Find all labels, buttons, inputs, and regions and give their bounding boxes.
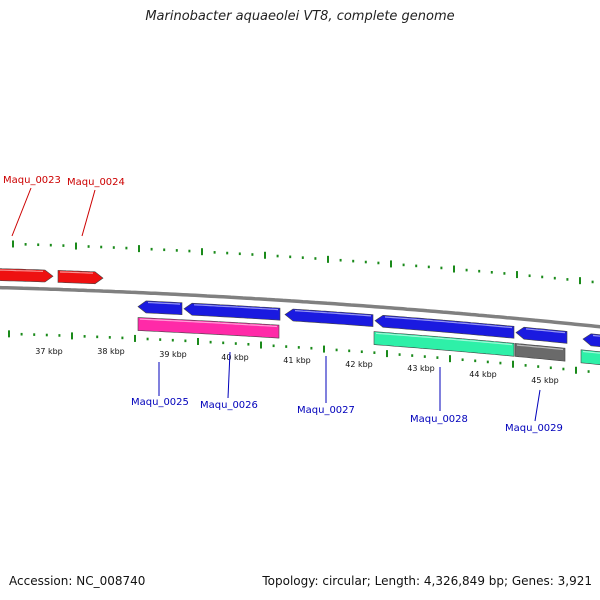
- feature-bar-magenta-highlight: [139, 318, 278, 328]
- gene-label-maqu-0026: Maqu_0026: [200, 400, 258, 411]
- scale-label-2: 38 kbp: [97, 347, 125, 356]
- gene-arrow-maqu-0025: [137, 300, 183, 316]
- map-title: Marinobacter aquaeolei VT8, complete gen…: [145, 9, 455, 24]
- scale-label-4: 40 kbp: [221, 353, 249, 362]
- gene-arrow-maqu-0028-highlight: [384, 316, 513, 329]
- leader-line-maqu-0026: [227, 351, 231, 399]
- leader-line-maqu-0029: [534, 389, 541, 422]
- scale-label-7: 43 kbp: [407, 364, 435, 373]
- gene-label-maqu-0025: Maqu_0025: [131, 397, 189, 408]
- leader-line-maqu-0023: [11, 187, 32, 237]
- scale-label-5: 41 kbp: [283, 356, 311, 365]
- gene-label-maqu-0023: Maqu_0023: [3, 175, 61, 186]
- accession-text: Accession: NC_008740: [9, 574, 146, 588]
- gene-label-maqu-0027: Maqu_0027: [297, 405, 355, 416]
- gene-arrow-maqu-0029-highlight: [525, 328, 566, 334]
- gene-arrow-maqu-0024: [57, 270, 104, 285]
- gene-arrow-maqu-0027: [284, 308, 374, 327]
- leader-line-maqu-0024: [81, 189, 96, 237]
- genome-summary-text: Topology: circular; Length: 4,326,849 bp…: [262, 574, 592, 588]
- gene-arrow-maqu-0026: [183, 302, 281, 321]
- gene-arrow-partial-highlight: [592, 334, 600, 337]
- gene-arrow-maqu-0029: [515, 326, 568, 344]
- gene-label-maqu-0024: Maqu_0024: [67, 177, 125, 188]
- genome-backbone: [0, 285, 600, 329]
- feature-bar-grey-highlight: [516, 344, 564, 351]
- gene-arrow-maqu-0023-highlight: [0, 269, 44, 272]
- gene-arrow-maqu-0025-highlight: [147, 301, 181, 305]
- gene-arrow-maqu-0028: [374, 314, 515, 339]
- gene-label-maqu-0028: Maqu_0028: [410, 414, 468, 425]
- feature-bar-teal-highlight: [375, 332, 513, 346]
- scale-label-3: 39 kbp: [159, 350, 187, 359]
- scale-label-1: 37 kbp: [35, 347, 63, 356]
- gene-label-maqu-0029: Maqu_0029: [505, 423, 563, 434]
- gene-arrow-maqu-0027-highlight: [294, 310, 372, 317]
- scale-label-8: 44 kbp: [469, 370, 497, 379]
- scale-label-9: 45 kbp: [531, 376, 559, 385]
- feature-bar-teal-partial: [580, 349, 600, 366]
- gene-arrow-maqu-0026-highlight: [193, 304, 279, 311]
- gene-arrow-maqu-0023: [0, 268, 54, 283]
- feature-bar-teal: [373, 331, 515, 357]
- scale-label-6: 42 kbp: [345, 360, 373, 369]
- feature-bar-magenta: [137, 317, 280, 339]
- gene-arrow-maqu-0024-highlight: [59, 271, 94, 274]
- feature-bar-teal-partial-highlight: [582, 350, 600, 354]
